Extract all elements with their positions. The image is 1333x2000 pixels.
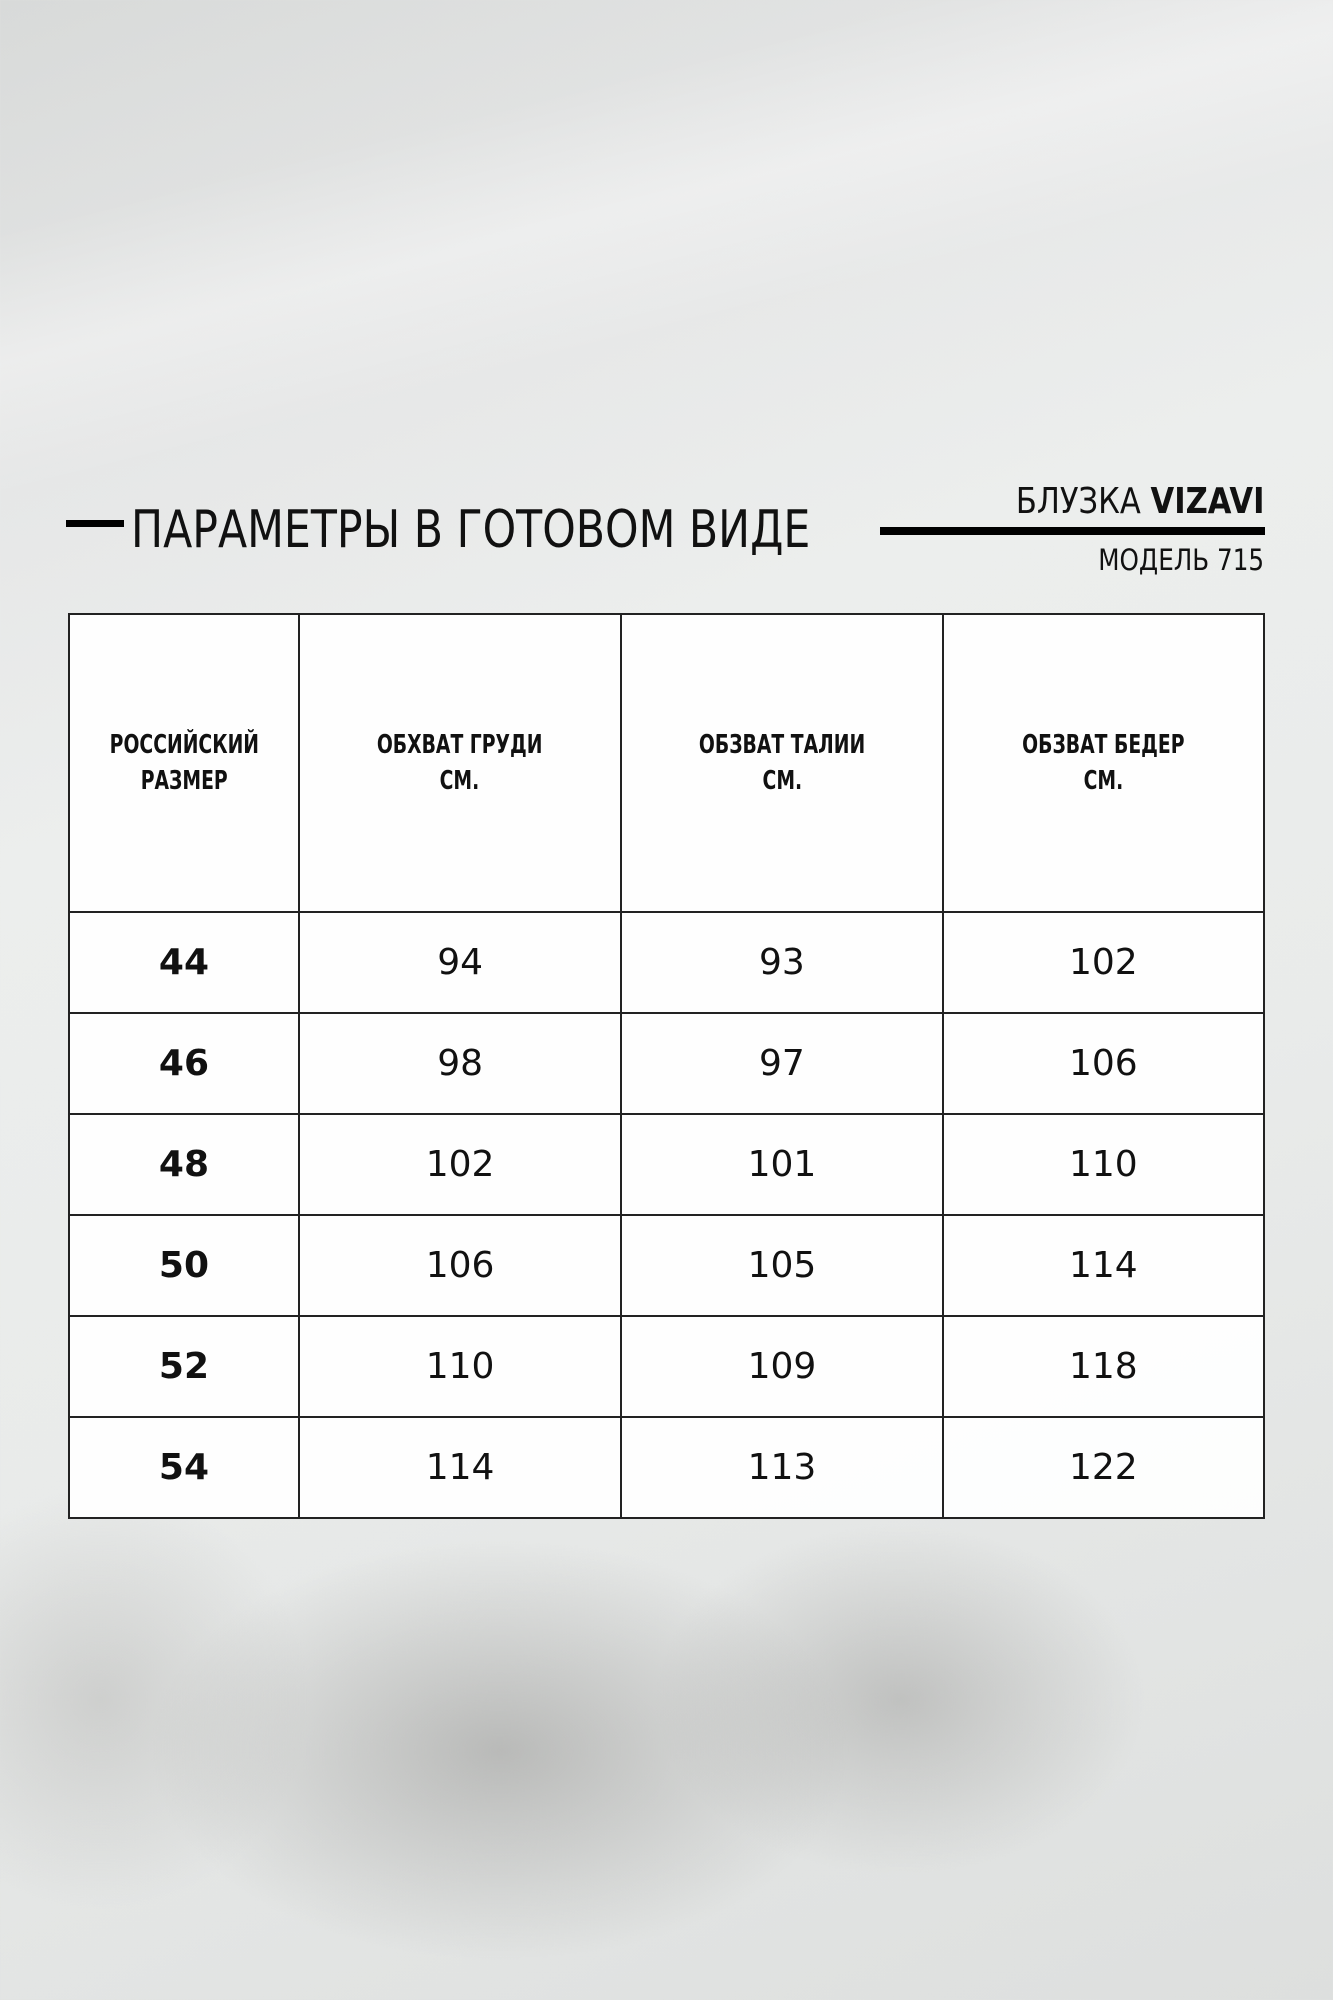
header-text: ОБЗВАТ ТАЛИИ СМ. [684,727,880,799]
table-row: 50 106 105 114 [68,1214,1266,1317]
size-cell: 48 [68,1113,300,1216]
measurement-cell: 110 [941,1113,1266,1216]
table-row: 54 114 113 122 [68,1416,1266,1519]
table-row: 48 102 101 110 [68,1113,1266,1216]
measurement-cell: 114 [941,1214,1266,1317]
measurement-cell: 98 [297,1012,623,1115]
size-cell: 44 [68,911,300,1014]
product-type: БЛУЗКА [1015,481,1141,522]
measurement-cell: 110 [297,1315,623,1418]
header-text: ОБХВАТ ГРУДИ СМ. [363,727,558,799]
column-header: ОБЗВАТ БЕДЕР СМ. [941,613,1266,913]
header-line: СМ. [762,766,802,796]
model-number: МОДЕЛЬ 715 [1098,543,1264,577]
header-text: ОБЗВАТ БЕДЕР СМ. [1008,727,1199,799]
header-text: РОССИЙСКИЙ РАЗМЕР [96,727,272,799]
header-line: СМ. [1083,766,1124,796]
measurement-cell: 106 [297,1214,623,1317]
header-line: РАЗМЕР [140,766,228,796]
header-line: ОБЗВАТ ТАЛИИ [698,730,866,760]
title-left-rule [66,520,124,527]
measurement-cell: 114 [297,1416,623,1519]
table-row: 44 94 93 102 [68,911,1266,1014]
title-right-rule [880,527,1265,535]
measurement-cell: 109 [620,1315,944,1418]
header-line: РОССИЙСКИЙ [109,730,259,760]
measurement-cell: 101 [620,1113,944,1216]
brand-name: VIZAVI [1150,481,1264,522]
header-line: ОБЗВАТ БЕДЕР [1022,730,1185,760]
table-row: 52 110 109 118 [68,1315,1266,1418]
measurement-cell: 102 [941,911,1266,1014]
product-name: БЛУЗКА VIZAVI [1015,480,1264,524]
header-line: СМ. [440,766,480,796]
measurement-cell: 93 [620,911,944,1014]
column-header: ОБХВАТ ГРУДИ СМ. [297,613,623,913]
measurement-cell: 105 [620,1214,944,1317]
light-band [0,0,1333,534]
measurement-cell: 118 [941,1315,1266,1418]
measurement-cell: 97 [620,1012,944,1115]
size-cell: 52 [68,1315,300,1418]
table-header-row: РОССИЙСКИЙ РАЗМЕР ОБХВАТ ГРУДИ СМ. ОБЗВАТ ТА… [68,613,1266,913]
size-cell: 46 [68,1012,300,1115]
column-header: ОБЗВАТ ТАЛИИ СМ. [620,613,944,913]
measurement-cell: 113 [620,1416,944,1519]
measurement-cell: 94 [297,911,623,1014]
measurement-cell: 106 [941,1012,1266,1115]
measurement-cell: 102 [297,1113,623,1216]
size-table: РОССИЙСКИЙ РАЗМЕР ОБХВАТ ГРУДИ СМ. ОБЗВАТ ТА… [68,613,1266,1519]
size-cell: 50 [68,1214,300,1317]
measurement-cell: 122 [941,1416,1266,1519]
header-line: ОБХВАТ ГРУДИ [377,730,543,760]
table-row: 46 98 97 106 [68,1012,1266,1115]
page-title: ПАРАМЕТРЫ В ГОТОВОМ ВИДЕ [131,500,811,560]
size-cell: 54 [68,1416,300,1519]
column-header: РОССИЙСКИЙ РАЗМЕР [68,613,300,913]
